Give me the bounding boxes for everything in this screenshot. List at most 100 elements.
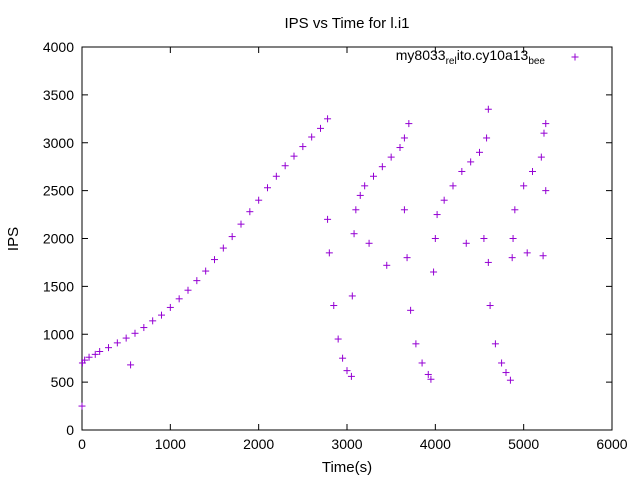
y-tick-label: 0 <box>66 422 74 438</box>
data-point <box>484 258 492 266</box>
data-point <box>418 359 426 367</box>
x-axis-ticks: 0 1000 2000 3000 4000 5000 6000 <box>78 47 628 452</box>
data-point <box>400 134 408 142</box>
data-point <box>91 350 99 358</box>
data-point <box>405 120 413 128</box>
y-tick-label: 2000 <box>43 231 74 247</box>
data-point <box>149 317 157 325</box>
data-point <box>290 152 298 160</box>
data-point <box>462 239 470 247</box>
legend-plus-marker <box>571 53 579 61</box>
legend: my8033relito.cy10a13bee <box>396 47 579 67</box>
data-point <box>403 254 411 262</box>
data-point <box>140 324 148 332</box>
data-point <box>202 267 210 275</box>
data-point <box>433 211 441 219</box>
data-point <box>352 206 360 214</box>
y-tick-label: 2500 <box>43 183 74 199</box>
data-point <box>491 340 499 348</box>
legend-label-part: my8033 <box>396 47 446 63</box>
data-point <box>427 375 435 383</box>
data-point <box>440 196 448 204</box>
data-point <box>396 144 404 152</box>
data-point <box>537 153 545 161</box>
data-point <box>511 206 519 214</box>
data-point <box>255 196 263 204</box>
data-point <box>228 233 236 241</box>
data-point <box>246 208 254 216</box>
y-tick-label: 500 <box>51 374 75 390</box>
data-point <box>370 172 377 180</box>
x-tick-label: 3000 <box>331 436 362 452</box>
y-tick-label: 4000 <box>43 39 74 55</box>
data-point <box>348 292 356 300</box>
data-point <box>158 311 165 319</box>
x-tick-label: 2000 <box>243 436 274 452</box>
data-point <box>387 153 395 161</box>
series-points <box>78 105 550 410</box>
data-point <box>542 187 550 195</box>
data-point <box>356 191 364 199</box>
chart-title: IPS vs Time for l.i1 <box>284 15 409 32</box>
x-axis-label: Time(s) <box>322 459 372 476</box>
data-point <box>272 172 280 180</box>
data-point <box>508 254 516 262</box>
legend-marker <box>571 53 579 61</box>
y-tick-label: 1500 <box>43 278 74 294</box>
data-point <box>96 347 104 355</box>
data-point <box>378 163 386 171</box>
data-point <box>85 353 93 361</box>
data-point <box>449 182 457 190</box>
data-point <box>430 268 438 276</box>
data-point <box>330 302 338 310</box>
legend-label-subscript: rel <box>446 56 457 67</box>
data-point <box>237 220 245 228</box>
data-point <box>520 182 528 190</box>
data-point <box>339 354 347 362</box>
data-point <box>113 339 121 347</box>
data-point <box>486 302 494 310</box>
data-point <box>350 230 358 238</box>
data-point <box>343 367 351 375</box>
data-point <box>281 162 289 170</box>
data-point <box>509 235 517 242</box>
data-point <box>502 369 510 377</box>
data-point <box>424 370 432 378</box>
y-axis-ticks: 0 500 1000 1500 2000 2500 3000 3500 4000 <box>43 39 612 438</box>
legend-label-subscript: bee <box>528 56 545 67</box>
data-point <box>498 359 506 367</box>
x-tick-label: 5000 <box>508 436 539 452</box>
data-point <box>529 167 536 175</box>
data-point <box>540 129 548 137</box>
data-point <box>211 256 218 264</box>
data-point <box>219 244 227 252</box>
y-axis-label: IPS <box>5 227 22 251</box>
data-point <box>334 335 342 343</box>
data-point <box>542 120 550 128</box>
data-point <box>325 249 333 257</box>
x-tick-label: 6000 <box>596 436 627 452</box>
data-point <box>122 334 130 342</box>
data-point <box>127 361 135 369</box>
x-tick-label: 4000 <box>420 436 451 452</box>
y-tick-label: 3500 <box>43 87 74 103</box>
x-tick-label: 1000 <box>155 436 186 452</box>
data-point <box>476 148 483 156</box>
data-point <box>131 329 139 337</box>
data-point <box>483 134 491 142</box>
data-point <box>361 182 369 190</box>
data-point <box>383 261 391 269</box>
data-point <box>412 340 420 348</box>
data-point <box>317 124 324 132</box>
data-point <box>400 206 408 214</box>
data-point <box>431 235 439 242</box>
data-point <box>347 372 355 380</box>
data-point <box>523 249 531 257</box>
data-point <box>539 252 547 260</box>
y-tick-label: 1000 <box>43 326 74 342</box>
data-point <box>324 115 332 123</box>
data-point <box>308 133 316 141</box>
data-point <box>184 286 192 294</box>
